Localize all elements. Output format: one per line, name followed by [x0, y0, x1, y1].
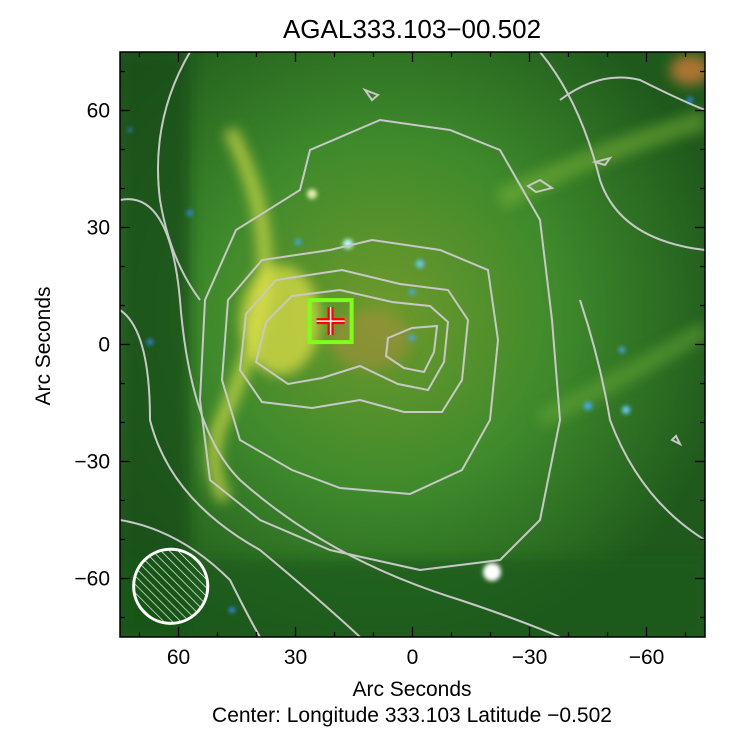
y-tick-label: 0	[98, 334, 110, 357]
x-tick-label: −60	[629, 646, 665, 669]
y-tick-label: 60	[87, 100, 110, 123]
caption: Center: Longitude 333.103 Latitude −0.50…	[212, 704, 612, 727]
contours	[120, 52, 705, 637]
beam-circle	[132, 547, 210, 625]
source-marker	[307, 298, 354, 345]
image-panel	[120, 52, 705, 637]
beam-ellipse	[132, 547, 210, 625]
chart-title: AGAL333.103−00.502	[283, 14, 541, 44]
x-tick-label: 0	[407, 646, 419, 669]
y-tick-label: −60	[74, 568, 110, 591]
x-axis-label: Arc Seconds	[352, 678, 471, 701]
axis-ticks: 60 30 0 −30 −60 60 30 0 −30 −60	[74, 52, 705, 669]
y-tick-label: 30	[87, 217, 110, 240]
x-tick-label: 30	[284, 646, 307, 669]
x-tick-label: 60	[167, 646, 190, 669]
stars	[128, 97, 693, 613]
y-tick-label: −30	[74, 451, 110, 474]
y-axis-label: Arc Seconds	[32, 286, 55, 405]
x-tick-label: −30	[512, 646, 548, 669]
source-box	[307, 298, 354, 345]
